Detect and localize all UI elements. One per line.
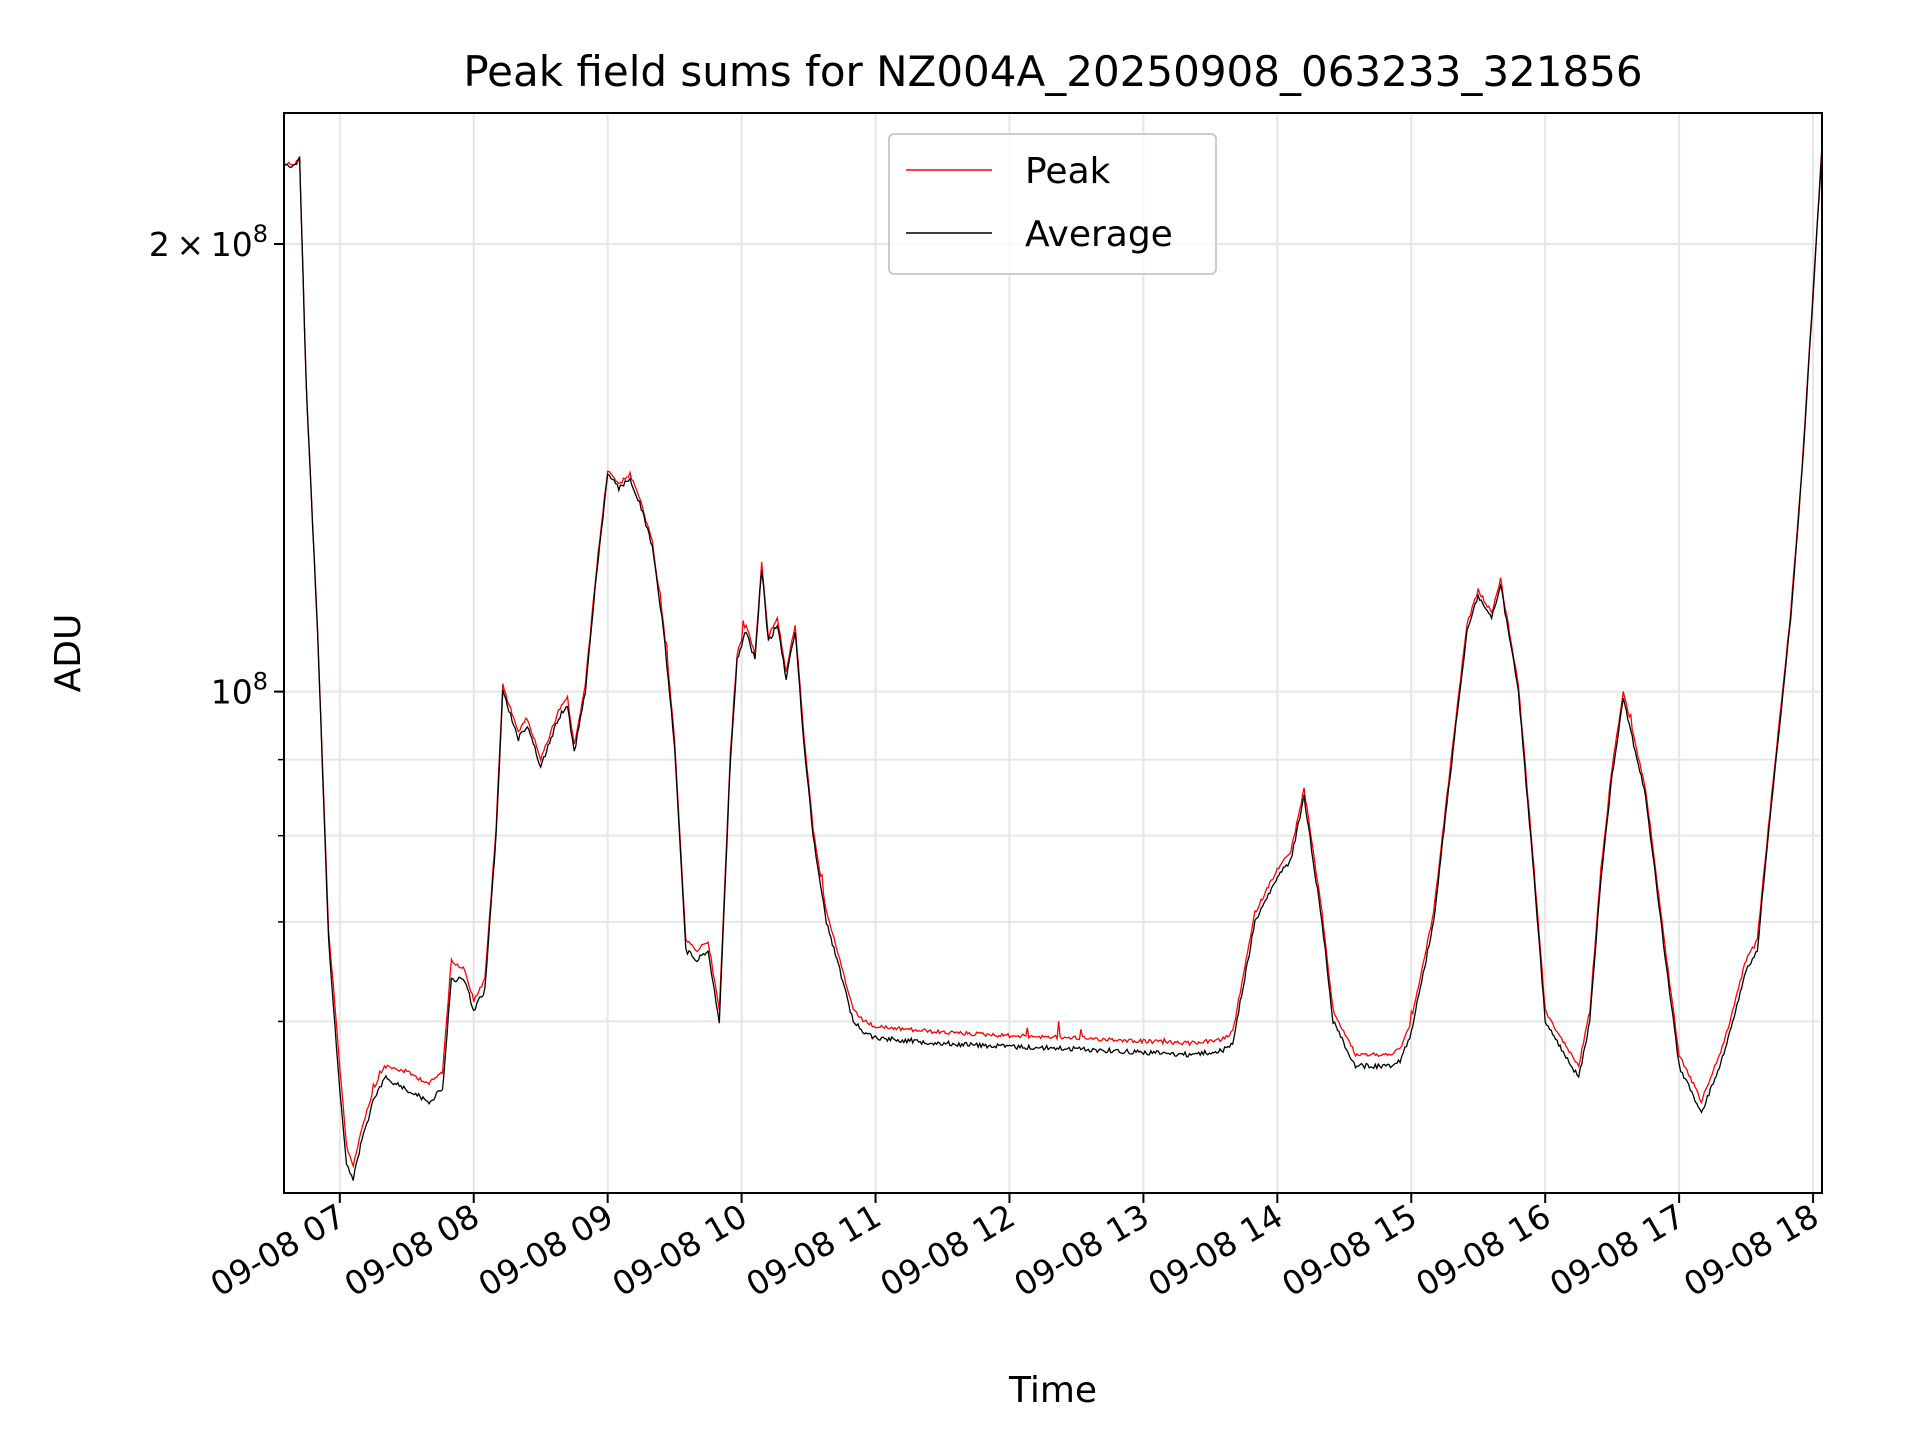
legend: Peak Average (888, 133, 1217, 275)
legend-label-average: Average (1025, 214, 1173, 255)
x-axis-label: Time (1008, 1370, 1097, 1411)
chart-title: Peak field sums for NZ004A_20250908_0632… (463, 47, 1642, 96)
series-layer (283, 145, 1823, 1181)
y-axis-label: ADU (48, 614, 89, 693)
legend-label-peak: Peak (1025, 151, 1111, 192)
legend-box (888, 133, 1217, 275)
series-line-peak (283, 145, 1823, 1169)
y-tick-label: 2 × 108 (149, 220, 268, 264)
series-line-average (283, 148, 1823, 1181)
plot-frame (283, 112, 1823, 1194)
